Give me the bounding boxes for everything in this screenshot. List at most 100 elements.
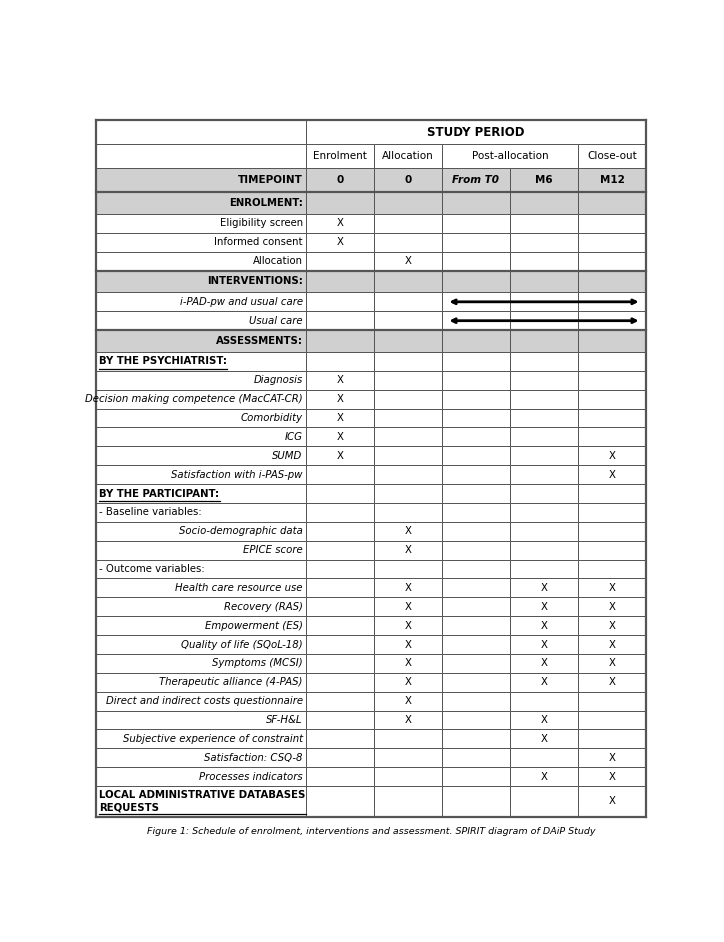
Bar: [578, 330, 646, 352]
Text: X: X: [337, 451, 343, 461]
Text: Therapeutic alliance (4-PAS): Therapeutic alliance (4-PAS): [159, 677, 303, 688]
Text: ASSESSMENTS:: ASSESSMENTS:: [216, 336, 303, 346]
Text: X: X: [337, 394, 343, 404]
Bar: [578, 447, 646, 465]
Text: Post-allocation: Post-allocation: [471, 152, 548, 161]
Bar: [306, 616, 374, 635]
Text: INTERVENTIONS:: INTERVENTIONS:: [207, 277, 303, 286]
Text: i-PAD-pw and usual care: i-PAD-pw and usual care: [180, 297, 303, 307]
Bar: [442, 691, 510, 710]
Bar: [96, 447, 306, 465]
Text: Satisfaction with i-PAS-pw: Satisfaction with i-PAS-pw: [172, 470, 303, 479]
Bar: [442, 748, 510, 767]
Text: M6: M6: [535, 175, 553, 186]
Bar: [442, 578, 510, 597]
Text: X: X: [609, 470, 615, 479]
Bar: [96, 787, 306, 817]
Text: X: X: [541, 771, 547, 782]
Bar: [510, 192, 578, 214]
Text: X: X: [405, 545, 411, 555]
Bar: [96, 654, 306, 673]
Text: X: X: [541, 621, 547, 630]
Bar: [306, 169, 374, 192]
Bar: [510, 673, 578, 691]
Bar: [374, 597, 442, 616]
Text: X: X: [405, 658, 411, 669]
Bar: [306, 311, 374, 330]
Bar: [96, 484, 306, 503]
Text: X: X: [609, 621, 615, 630]
Bar: [374, 748, 442, 767]
Bar: [306, 192, 374, 214]
Bar: [442, 503, 510, 522]
Bar: [578, 673, 646, 691]
Bar: [374, 503, 442, 522]
Bar: [442, 233, 510, 252]
Text: Processes indicators: Processes indicators: [199, 771, 303, 782]
Text: X: X: [337, 219, 343, 228]
Bar: [578, 352, 646, 371]
Text: M12: M12: [599, 175, 624, 186]
Text: Subjective experience of constraint: Subjective experience of constraint: [122, 734, 303, 744]
Bar: [578, 192, 646, 214]
Bar: [510, 428, 578, 447]
Bar: [442, 144, 578, 169]
Text: X: X: [405, 696, 411, 706]
Text: X: X: [405, 640, 411, 650]
Text: EPICE score: EPICE score: [243, 545, 303, 555]
Bar: [578, 787, 646, 817]
Bar: [510, 654, 578, 673]
Text: Direct and indirect costs questionnaire: Direct and indirect costs questionnaire: [106, 696, 303, 706]
Bar: [306, 214, 374, 233]
Bar: [578, 465, 646, 484]
Bar: [374, 270, 442, 292]
Bar: [578, 748, 646, 767]
Bar: [442, 767, 510, 787]
Bar: [510, 252, 578, 270]
Bar: [578, 729, 646, 748]
Bar: [510, 787, 578, 817]
Bar: [442, 635, 510, 654]
Bar: [374, 192, 442, 214]
Bar: [578, 635, 646, 654]
Bar: [96, 409, 306, 428]
Text: X: X: [405, 583, 411, 593]
Bar: [442, 673, 510, 691]
Bar: [306, 330, 374, 352]
Bar: [374, 409, 442, 428]
Bar: [96, 522, 306, 541]
Text: Allocation: Allocation: [253, 256, 303, 267]
Bar: [374, 710, 442, 729]
Text: LOCAL ADMINISTRATIVE DATABASES
REQUESTS: LOCAL ADMINISTRATIVE DATABASES REQUESTS: [99, 790, 306, 813]
Text: X: X: [541, 583, 547, 593]
Bar: [306, 409, 374, 428]
Bar: [374, 616, 442, 635]
Text: X: X: [609, 602, 615, 611]
Text: Diagnosis: Diagnosis: [253, 375, 303, 385]
Text: X: X: [405, 677, 411, 688]
Text: X: X: [541, 658, 547, 669]
Text: Eligibility screen: Eligibility screen: [219, 219, 303, 228]
Bar: [442, 654, 510, 673]
Text: BY THE PSYCHIATRIST:: BY THE PSYCHIATRIST:: [99, 356, 227, 366]
Bar: [578, 292, 646, 311]
Bar: [96, 233, 306, 252]
Bar: [578, 169, 646, 192]
Bar: [96, 330, 306, 352]
Bar: [510, 330, 578, 352]
Bar: [306, 787, 374, 817]
Bar: [442, 710, 510, 729]
Bar: [442, 787, 510, 817]
Bar: [96, 390, 306, 409]
Bar: [510, 484, 578, 503]
Bar: [374, 635, 442, 654]
Bar: [96, 560, 306, 578]
Bar: [96, 192, 306, 214]
Text: X: X: [337, 237, 343, 248]
Bar: [306, 691, 374, 710]
Bar: [306, 465, 374, 484]
Text: X: X: [541, 715, 547, 725]
Bar: [306, 748, 374, 767]
Bar: [510, 233, 578, 252]
Bar: [578, 616, 646, 635]
